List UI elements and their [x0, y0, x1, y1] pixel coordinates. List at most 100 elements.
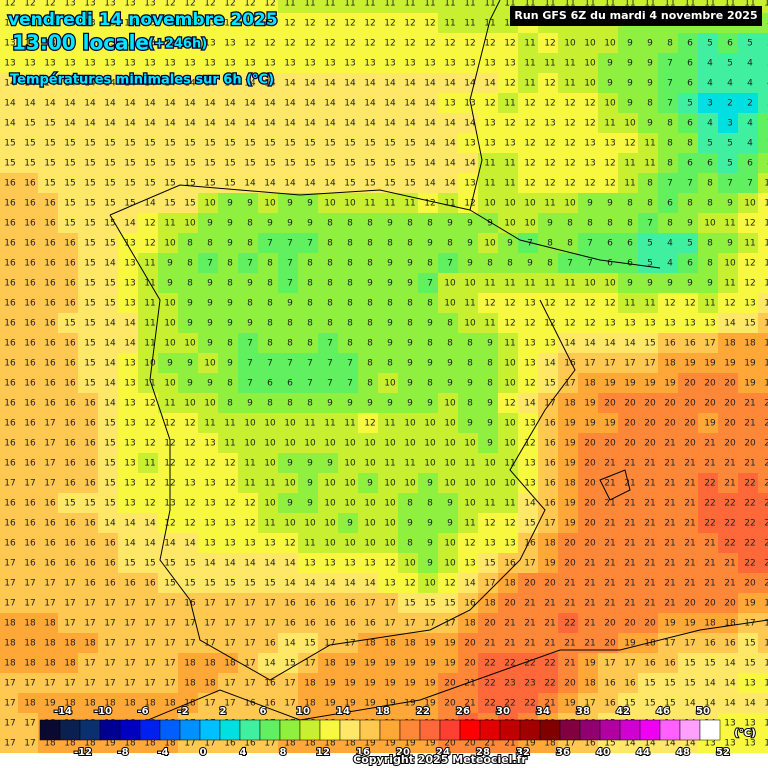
colorbar-label: 44 — [636, 747, 650, 758]
cell-value: 17 — [24, 739, 35, 749]
cell-value: 17 — [44, 419, 55, 429]
cell-value: 12 — [404, 39, 415, 49]
cell-value: 12 — [604, 179, 615, 189]
colorbar-label: 30 — [496, 706, 510, 717]
cell-color — [278, 113, 298, 133]
cell-value: 16 — [104, 579, 116, 589]
cell-value: 11 — [304, 0, 315, 9]
cell-color — [218, 0, 238, 13]
cell-value: 14 — [124, 99, 136, 109]
cell-value: 7 — [567, 259, 573, 269]
cell-value: 23 — [504, 679, 515, 689]
cell-value: 17 — [124, 679, 135, 689]
colorbar-label: 46 — [656, 706, 670, 717]
cell-value: 14 — [324, 79, 336, 89]
cell-color — [738, 33, 758, 53]
cell-value: 16 — [324, 599, 336, 609]
cell-value: 14 — [104, 519, 116, 529]
cell-value: 14 — [304, 119, 316, 129]
cell-value: 10 — [384, 379, 396, 389]
cell-color — [498, 93, 518, 113]
cell-value: 17 — [144, 659, 155, 669]
cell-value: 10 — [344, 199, 356, 209]
cell-value: 19 — [364, 699, 376, 709]
cell-value: 8 — [387, 239, 393, 249]
cell-color — [218, 113, 238, 133]
cell-color — [218, 153, 238, 173]
cell-value: 17 — [684, 639, 695, 649]
cell-color — [538, 73, 558, 93]
cell-value: 15 — [224, 159, 235, 169]
cell-value: 10 — [284, 439, 296, 449]
cell-value: 6 — [627, 239, 633, 249]
cell-value: 16 — [64, 479, 76, 489]
cell-value: 13 — [604, 139, 615, 149]
cell-value: 12 — [524, 179, 535, 189]
cell-value: 12 — [484, 519, 495, 529]
cell-value: 16 — [64, 359, 76, 369]
cell-color — [318, 113, 338, 133]
cell-value: 14 — [104, 379, 116, 389]
cell-value: 8 — [427, 379, 433, 389]
cell-color — [78, 133, 98, 153]
cell-value: 13 — [424, 59, 435, 69]
cell-value: 13 — [524, 339, 535, 349]
cell-value: 16 — [24, 379, 36, 389]
cell-color — [158, 133, 178, 153]
cell-value: 11 — [404, 199, 415, 209]
cell-color — [738, 53, 758, 73]
cell-value: 9 — [427, 479, 433, 489]
cell-value: 12 — [364, 39, 375, 49]
cell-value: 14 — [424, 99, 436, 109]
cell-value: 21 — [624, 599, 635, 609]
cell-value: 9 — [227, 319, 233, 329]
cell-color — [398, 113, 418, 133]
cell-value: 14 — [544, 359, 556, 369]
cell-value: 7 — [327, 359, 333, 369]
cell-value: 9 — [167, 259, 173, 269]
cell-value: 8 — [307, 399, 313, 409]
cell-color — [418, 93, 438, 113]
cell-value: 13 — [484, 139, 495, 149]
cell-value: 14 — [384, 119, 396, 129]
cell-value: 17 — [184, 639, 195, 649]
cell-color — [638, 93, 658, 113]
cell-value: 13 — [524, 359, 535, 369]
cell-value: 16 — [64, 339, 76, 349]
cell-color — [18, 33, 38, 53]
cell-value: 16 — [144, 579, 156, 589]
cell-value: 16 — [44, 199, 56, 209]
cell-color — [118, 0, 138, 13]
cell-color — [58, 153, 78, 173]
cell-value: 8 — [547, 259, 553, 269]
cell-value: 16 — [4, 319, 16, 329]
cell-value: 9 — [287, 299, 293, 309]
cell-value: 11 — [304, 419, 315, 429]
cell-color — [498, 133, 518, 153]
cell-value: 7 — [747, 179, 753, 189]
cell-value: 20 — [584, 539, 596, 549]
cell-value: 21 — [724, 459, 735, 469]
cell-value: 5 — [727, 139, 733, 149]
cell-value: 17 — [4, 479, 15, 489]
cell-color — [318, 0, 338, 13]
cell-value: 21 — [644, 519, 655, 529]
cell-value: 15 — [104, 419, 115, 429]
cell-value: 9 — [407, 399, 413, 409]
cell-value: 9 — [367, 279, 373, 289]
cell-value: 21 — [704, 579, 715, 589]
cell-color — [78, 153, 98, 173]
cell-color — [98, 33, 118, 53]
cell-value: 14 — [144, 99, 156, 109]
cell-value: 19 — [744, 359, 756, 369]
cell-value: 12 — [224, 459, 235, 469]
cell-color — [438, 53, 458, 73]
cell-value: 12 — [404, 579, 415, 589]
cell-value: 9 — [447, 499, 453, 509]
cell-value: 17 — [244, 619, 255, 629]
cell-value: 6 — [667, 199, 673, 209]
cell-value: 8 — [427, 219, 433, 229]
cell-value: 5 — [707, 39, 713, 49]
cell-value: 17 — [204, 699, 215, 709]
cell-value: 15 — [104, 499, 115, 509]
